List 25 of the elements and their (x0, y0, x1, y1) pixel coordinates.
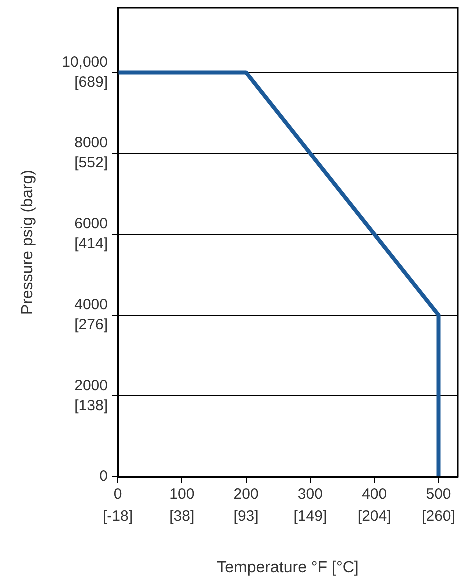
x-tick-label: 200 (234, 486, 259, 504)
x-tick-label: 500 (426, 486, 452, 504)
y-tick-label: 8000 (74, 134, 108, 152)
y-axis-title: Pressure psig (barg) (19, 170, 36, 315)
x2-tick-label: [260] (422, 508, 456, 526)
x2-tick-label: [38] (170, 508, 195, 526)
y2-tick-label: [138] (74, 397, 108, 414)
y2-tick-label: [689] (74, 74, 108, 91)
y-tick-label: 0 (100, 468, 108, 486)
x2-tick-label: [149] (294, 508, 328, 526)
x-tick-label: 0 (114, 486, 122, 504)
y-tick-label: 10,000 (62, 54, 108, 71)
y2-tick-label: [276] (74, 316, 108, 334)
x-tick-label: 100 (170, 486, 195, 504)
y2-tick-label: [552] (74, 154, 108, 172)
x-tick-label: 300 (298, 486, 323, 504)
x2-tick-label: [-18] (102, 508, 134, 526)
x2-tick-label: [93] (234, 508, 259, 526)
y-tick-label: 6000 (74, 216, 108, 233)
y-tick-label: 4000 (74, 296, 108, 314)
x2-tick-label: [204] (358, 508, 392, 526)
y-tick-label: 2000 (74, 377, 108, 394)
y2-tick-label: [414] (74, 236, 108, 253)
x-tick-label: 400 (362, 486, 388, 504)
x-axis-title: Temperature °F [°C] (217, 559, 359, 576)
